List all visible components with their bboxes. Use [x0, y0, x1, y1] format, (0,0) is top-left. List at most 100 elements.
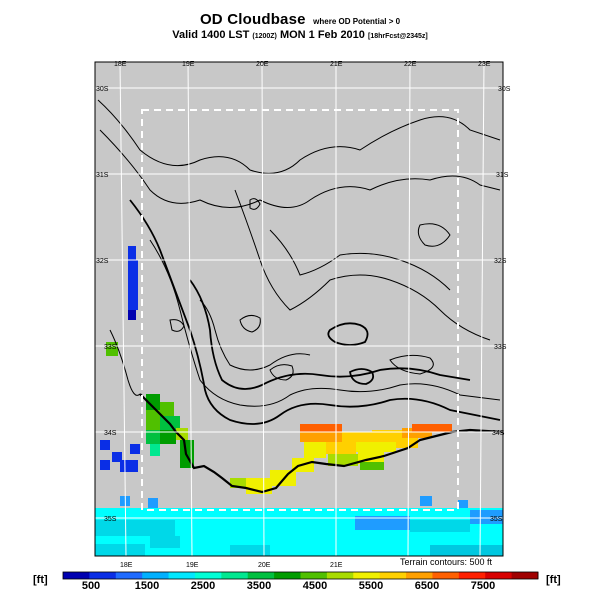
meridian-20E — [261, 62, 265, 556]
terrain-contour — [239, 314, 261, 333]
cell — [160, 430, 176, 444]
cell — [176, 428, 188, 440]
ocean-cell — [150, 536, 180, 548]
ocean-cell — [95, 520, 175, 536]
ocean-cell — [470, 510, 503, 524]
lat-label-right: 30S — [498, 86, 511, 93]
ocean-cell — [458, 500, 468, 508]
cell — [270, 470, 296, 486]
lat-label-left: 33S — [104, 344, 117, 351]
colorbar-label: 2500 — [190, 580, 216, 592]
cell — [300, 424, 342, 432]
colorbar-unit-left: [ft] — [33, 574, 48, 586]
terrain-contours — [97, 99, 501, 425]
title-condition: where OD Potential > 0 — [313, 17, 401, 26]
lat-label-left: 30S — [96, 86, 109, 93]
lat-label-right: 32S — [494, 258, 507, 265]
cell — [396, 438, 418, 448]
coastline — [139, 393, 503, 494]
cell — [146, 394, 160, 410]
map-background — [95, 62, 503, 556]
lat-label-left: 34S — [104, 430, 117, 437]
ocean-cell — [410, 520, 470, 532]
latlon-grid — [95, 62, 503, 556]
cell — [146, 410, 160, 430]
lon-label-top: 20E — [256, 61, 269, 68]
cell — [100, 460, 110, 470]
lat-label-right: 33S — [494, 344, 507, 351]
forecast-tag: [18hrFcst@2345z] — [367, 33, 428, 40]
cell — [342, 432, 372, 442]
meridian-19E — [187, 62, 193, 556]
cell — [128, 246, 136, 260]
lon-label-top: 18E — [114, 61, 127, 68]
terrain-contour — [249, 198, 261, 210]
cell — [130, 444, 140, 454]
lon-label-bottom: 20E — [258, 562, 271, 569]
cell — [304, 442, 326, 458]
terrain-contour — [189, 279, 471, 390]
cell — [356, 442, 396, 452]
cell — [412, 424, 452, 432]
terrain-contour — [417, 223, 451, 247]
lon-label-top: 22E — [404, 61, 417, 68]
lat-label-right: 35S — [490, 516, 503, 523]
colorbar-unit-right: [ft] — [546, 574, 561, 586]
terrain-contour — [199, 299, 311, 371]
colorbar-label: 4500 — [302, 580, 328, 592]
terrain-contour — [109, 329, 141, 396]
cell — [160, 402, 174, 416]
terrain-contour — [269, 229, 451, 291]
ocean-cell — [230, 545, 270, 556]
lat-label-left: 31S — [96, 172, 109, 179]
ocean-cell — [148, 498, 158, 508]
ocean-cell — [430, 545, 503, 556]
ocean-cell — [420, 496, 432, 506]
lon-label-top: 21E — [330, 61, 343, 68]
colorbar-label: 3500 — [246, 580, 272, 592]
cell — [128, 260, 138, 310]
cell — [120, 460, 138, 472]
utc-time: (1200Z) — [252, 33, 277, 40]
terrain-contour — [129, 199, 501, 425]
cell — [372, 430, 402, 442]
lat-label-right: 31S — [496, 172, 509, 179]
cell — [100, 440, 110, 450]
cell — [326, 442, 356, 454]
title-main: OD Cloudbase — [199, 11, 306, 28]
terrain-contour — [149, 239, 501, 407]
terrain-contour — [389, 354, 434, 375]
valid-time-line: Valid 1400 LST (1200Z) MON 1 Feb 2010 [1… — [0, 29, 600, 41]
colorbar-label: 1500 — [134, 580, 160, 592]
lon-label-bottom: 18E — [120, 562, 133, 569]
map-frame — [94, 61, 504, 557]
colorbar-label: 500 — [81, 580, 101, 592]
cell — [360, 462, 384, 470]
terrain-contour — [327, 322, 369, 346]
lat-label-left: 32S — [96, 258, 109, 265]
inner-domain-box — [141, 109, 459, 511]
meridian-23E — [479, 62, 485, 556]
colorbar-label: 5500 — [358, 580, 384, 592]
cell — [230, 478, 246, 488]
lon-label-top: 23E — [478, 61, 491, 68]
terrain-contour-note: Terrain contours: 500 ft — [400, 557, 493, 567]
colorbar-label: 6500 — [414, 580, 440, 592]
map-title: OD Cloudbase where OD Potential > 0 — [0, 11, 600, 29]
cell — [300, 432, 350, 442]
terrain-contour — [349, 368, 375, 385]
valid-time: Valid 1400 LST — [172, 29, 250, 41]
cell — [150, 444, 160, 456]
lon-label-bottom: 19E — [186, 562, 199, 569]
lon-label-top: 19E — [182, 61, 195, 68]
meridian-22E — [407, 62, 411, 556]
terrain-contour — [97, 99, 501, 174]
ocean-cell — [95, 544, 145, 556]
cell — [402, 428, 432, 438]
lat-label-left: 35S — [104, 516, 117, 523]
colorbar-label: 7500 — [470, 580, 496, 592]
terrain-contour — [169, 319, 185, 332]
cell — [112, 452, 122, 462]
ocean-cell — [355, 516, 410, 530]
